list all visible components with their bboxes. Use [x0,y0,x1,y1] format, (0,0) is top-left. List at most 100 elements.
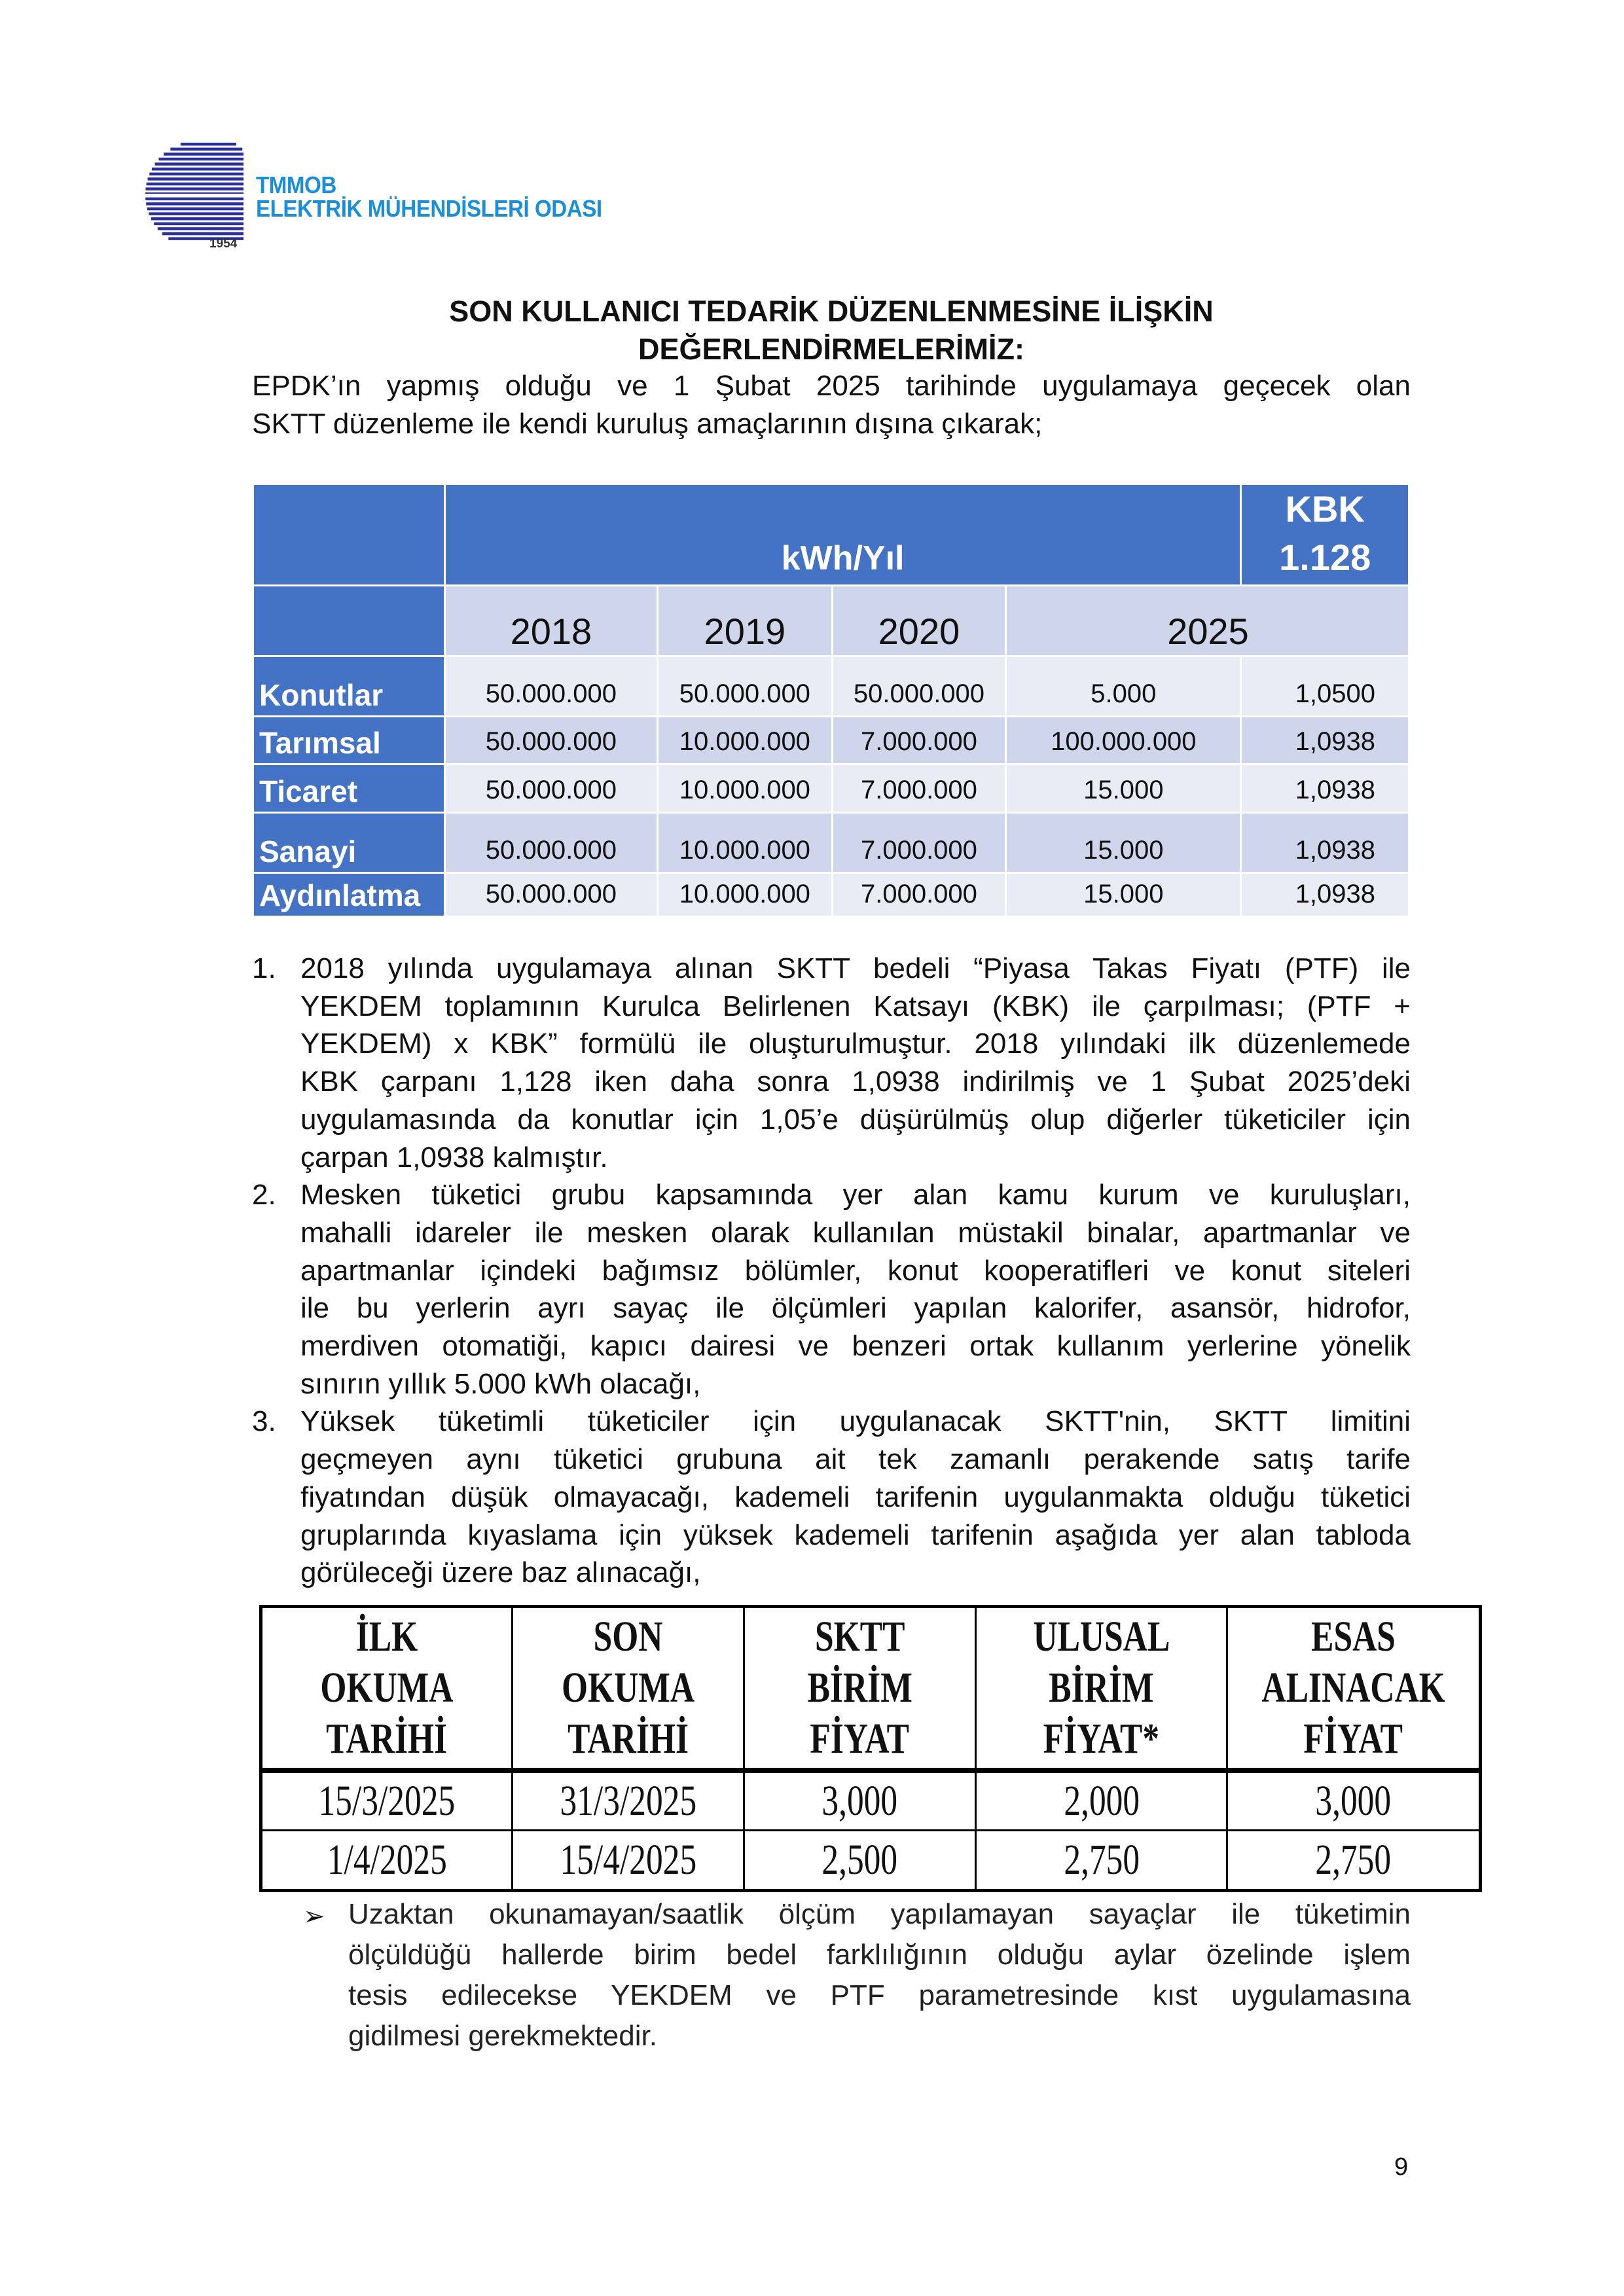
column-header-line: İLK OKUMA [320,1612,454,1712]
table-cell: 2,000 [975,1769,1229,1831]
page-number: 9 [1394,2153,1409,2181]
org-name-line2: ELEKTRİK MÜHENDİSLERİ ODASI [256,195,602,222]
column-header-line: FİYAT [810,1714,910,1763]
bullet-line: ölçüldüğü hallerde birim bedel farklılığ… [348,1939,1411,1971]
list-item-line: mahalli idareler ile mesken olarak kulla… [300,1216,1411,1249]
table-cell: 100.000.000 [1005,715,1242,765]
list-item-line: apartmanlar içindeki bağımsız bölümler, … [300,1254,1411,1287]
list-item-line: KBK çarpanı 1,128 iken daha sonra 1,0938… [300,1066,1411,1098]
table-cell: 50.000.000 [657,655,833,717]
table-cell: 50.000.000 [831,655,1007,717]
table-cell: 31/3/2025 [511,1769,745,1831]
table-cell: 15.000 [1005,812,1242,874]
table-row: Konutlar 50.000.000 50.000.000 50.000.000 5.… [252,655,1410,717]
org-name-line1: TMMOB [256,171,336,198]
table-row: 1/4/2025 15/4/2025 2,500 2,750 2,750 [260,1829,1481,1892]
table-corner-cell [252,483,446,586]
table-cell: 3,000 [1226,1769,1481,1831]
row-label: Sanayi [252,812,446,874]
column-header: ULUSAL BİRİM FİYAT* [975,1605,1229,1773]
table-cell: 7.000.000 [831,763,1007,814]
logo-stripe [162,232,244,236]
list-item-line: fiyatından düşük olmayacağı, kademeli ta… [300,1480,1411,1513]
table-row: Tarımsal 50.000.000 10.000.000 7.000.000 100… [252,715,1410,765]
list-item-line: merdiven otomatiği, kapıcı dairesi ve be… [300,1330,1411,1362]
column-header-line: ULUSAL [1033,1612,1170,1660]
bullet-line: Uzaktan okunamayan/saatlik ölçüm yapılam… [348,1898,1411,1930]
column-header: İLK OKUMA TARİHİ [260,1605,513,1773]
table-cell: 50.000.000 [443,655,659,717]
logo-stripe [147,207,244,211]
table-row: 15/3/2025 31/3/2025 3,000 2,000 3,000 [260,1769,1481,1831]
list-item-line: 2018 yılında uygulamaya alınan SKTT bede… [300,952,1411,984]
logo-year: 1954 [209,237,238,251]
table-cell: 5.000 [1005,655,1242,717]
table-cell: 1,0938 [1240,763,1410,814]
logo-stripe [145,187,244,190]
table-row: Ticaret 50.000.000 10.000.000 7.000.000 15.0… [252,763,1410,814]
logo-stripe [149,172,244,176]
table-cell: 7.000.000 [831,872,1007,918]
emo-logo-icon [145,143,244,240]
table-cell: 7.000.000 [831,715,1007,765]
column-header-line: ALINACAK [1261,1663,1445,1712]
table-cell: 50.000.000 [443,715,659,765]
table-cell: 2,750 [975,1829,1229,1892]
list-item-line: sınırın yıllık 5.000 kWh olacağı, [300,1367,701,1400]
table-cell: 10.000.000 [657,715,833,765]
table-row: Sanayi 50.000.000 10.000.000 7.000.000 15.00… [252,812,1410,874]
table-cell: 2,750 [1226,1829,1481,1892]
page-title-line2: DEĞERLENDİRMELERİMİZ: [638,332,1024,366]
table-cell: 2,500 [742,1829,977,1892]
year-header: 2019 [657,584,833,657]
logo-stripe [168,237,244,240]
row-label: Aydınlatma [252,872,446,918]
list-number: 1. [252,952,276,984]
kbk-header: KBK 1.128 [1240,483,1410,586]
table-cell: 3,000 [742,1769,977,1831]
column-header-line: FİYAT [1303,1714,1403,1763]
list-number: 3. [252,1405,276,1438]
list-item-line: YEKDEM toplamının Kurulca Belirlenen Kat… [300,990,1411,1022]
column-header: ESAS ALINACAK FİYAT [1226,1605,1481,1773]
table-cell: 15/3/2025 [260,1769,513,1831]
list-item-line: görüleceği üzere baz alınacağı, [300,1556,701,1589]
kbk-label: KBK [1285,488,1365,529]
table-cell: 1,0500 [1240,655,1410,717]
list-item-line: Yüksek tüketimli tüketiciler için uygula… [300,1405,1411,1438]
logo-stripe [170,147,243,151]
column-header-line: SON OKUMA [561,1612,695,1712]
row-label: Konutlar [252,655,446,717]
logo-stripe [180,143,236,146]
column-header-line: BİRİM FİYAT* [1043,1663,1160,1763]
list-item-line: uygulamasında da konutlar için 1,05’e dü… [300,1103,1411,1136]
list-item-line: geçmeyen aynı tüketici grubuna ait tek z… [300,1443,1411,1476]
logo-stripe [154,222,244,226]
row-label: Ticaret [252,763,446,814]
table-cell: 1,0938 [1240,872,1410,918]
logo-stripe [151,168,244,171]
kwh-limits-table: kWh/Yıl KBK 1.128 2018 2019 2020 2025 Kon… [252,483,1410,918]
column-header-line: TARİHİ [326,1714,448,1763]
table-cell: 10.000.000 [657,872,833,918]
bullet-line: gidilmesi gerekmektedir. [348,2020,657,2052]
bullet-line: tesis edilecekse YEKDEM ve PTF parametre… [348,1979,1411,2011]
year-header: 2025 [1005,584,1410,657]
column-header-line: ESAS [1311,1612,1396,1660]
column-header-line: TARİHİ [567,1714,689,1763]
table-cell: 10.000.000 [657,763,833,814]
table-cell: 1/4/2025 [260,1829,513,1892]
intro-line: SKTT düzenleme ile kendi kuruluş amaçlar… [252,408,1043,440]
unit-header: kWh/Yıl [443,483,1242,586]
table-cell: 50.000.000 [443,763,659,814]
year-header: 2020 [831,584,1007,657]
table-row: Aydınlatma 50.000.000 10.000.000 7.000.000 1… [252,872,1410,918]
list-item-line: gruplarında kıyaslama için yüksek kademe… [300,1518,1411,1551]
arrow-bullet-icon: ➢ [303,1902,325,1931]
table-cell: 7.000.000 [831,812,1007,874]
logo-stripe [154,162,244,166]
list-item-line: ile bu yerlerin ayrı sayaç ile ölçümleri… [300,1292,1411,1325]
table-cell: 15.000 [1005,872,1242,918]
column-header: SON OKUMA TARİHİ [511,1605,745,1773]
logo-stripe [145,197,244,201]
